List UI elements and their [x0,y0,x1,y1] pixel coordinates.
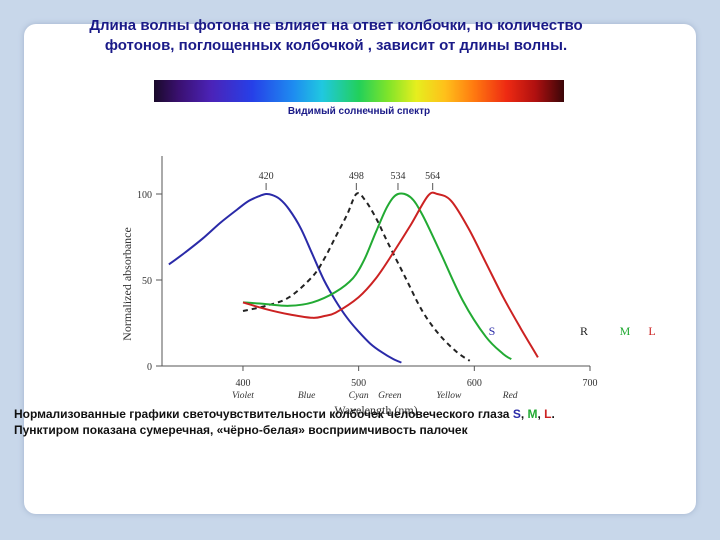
caption-line-1: Нормализованные графики светочувствитель… [14,406,664,422]
color-name-label: Green [378,391,402,401]
caption-sep-1: , [520,407,528,421]
color-name-label: Blue [298,391,315,401]
x-tick-label: 700 [583,378,598,389]
peak-label: 534 [390,171,405,182]
caption: Нормализованные графики светочувствитель… [14,406,664,438]
color-name-label: Yellow [436,391,462,401]
x-tick-label: 400 [235,378,250,389]
y-tick-label: 100 [137,190,152,201]
x-tick-label: 500 [351,378,366,389]
series-label-s: S [489,324,496,338]
x-axis-title: Wavelength (nm) [334,403,417,417]
peak-label: 420 [259,171,274,182]
caption-line-2: Пунктиром показана сумеречная, «чёрно-бе… [14,423,468,437]
title-line-2: фотонов, поглощенных колбочкой , зависит… [104,37,568,54]
visible-spectrum-bar [154,80,564,102]
color-name-label: Cyan [349,391,369,401]
y-tick-label: 50 [142,276,152,287]
color-name-label: Red [502,391,518,401]
series-label-m: M [620,324,631,338]
series-line-m [242,192,512,360]
caption-end: . [551,407,555,421]
series-line-l [242,191,539,358]
caption-sep-2: , [537,407,545,421]
caption-s-letter: S [512,407,521,421]
series-label-r: R [580,324,588,338]
series-line-r [242,192,471,362]
title-line-1: Длина волны фотона не влияет на ответ ко… [89,17,583,34]
slide-title: Длина волны фотона не влияет на ответ ко… [40,16,632,56]
caption-m-letter: M [527,407,538,421]
y-axis-title: Normalized absorbance [120,227,134,341]
series-label-l: L [648,324,655,338]
series-line-s [168,192,402,364]
peak-label: 498 [349,171,364,182]
caption-line-1-text: Нормализованные графики светочувствитель… [14,407,513,421]
spectrum-label: Видимый солнечный спектр [287,106,431,117]
y-tick-label: 0 [147,362,152,373]
peak-label: 564 [425,171,440,182]
caption-l-letter: L [544,407,552,421]
x-tick-label: 600 [467,378,482,389]
color-name-label: Violet [232,391,254,401]
